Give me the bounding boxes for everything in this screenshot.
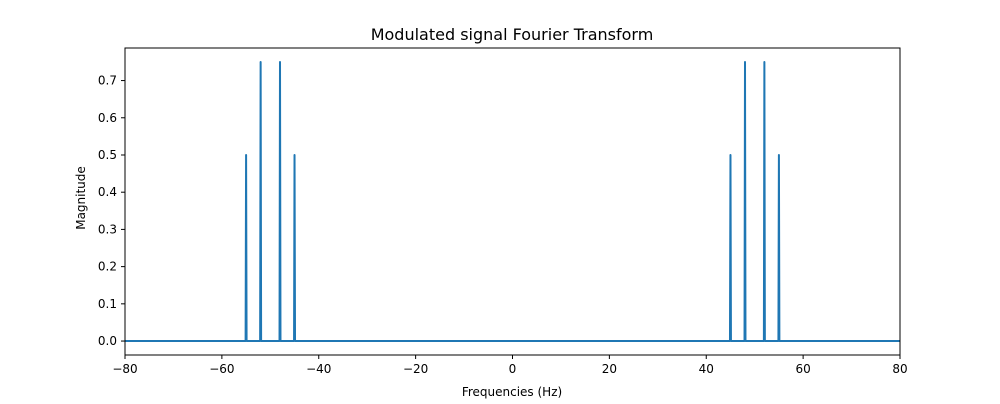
x-tick-label: −40 — [306, 362, 331, 376]
x-tick-label: −20 — [403, 362, 428, 376]
plot-area — [125, 60, 900, 343]
y-tick-label: 0.3 — [98, 222, 117, 236]
y-tick-label: 0.0 — [98, 334, 117, 348]
y-tick-label: 0.4 — [98, 185, 117, 199]
x-tick-label: −60 — [209, 362, 234, 376]
y-tick-label: 0.7 — [98, 74, 117, 88]
x-tick-label: 20 — [602, 362, 617, 376]
x-axis-label: Frequencies (Hz) — [462, 385, 562, 399]
y-tick-label: 0.1 — [98, 297, 117, 311]
y-tick-label: 0.2 — [98, 260, 117, 274]
y-tick-label: 0.5 — [98, 148, 117, 162]
y-axis-label: Magnitude — [74, 166, 88, 230]
x-tick-label: 80 — [892, 362, 907, 376]
y-tick-label: 0.6 — [98, 111, 117, 125]
x-tick-label: 0 — [509, 362, 517, 376]
x-tick-label: 60 — [795, 362, 810, 376]
axes-frame — [124, 47, 901, 356]
x-tick-label: −80 — [112, 362, 137, 376]
series-line-1 — [125, 60, 900, 343]
x-axis-ticks: −80 −60 −40 −20 0 20 40 60 80 — [112, 355, 908, 376]
chart-title: Modulated signal Fourier Transform — [371, 25, 654, 44]
x-tick-label: 40 — [699, 362, 714, 376]
y-axis-ticks: 0.0 0.1 0.2 0.3 0.4 0.5 0.6 0.7 — [98, 74, 125, 348]
